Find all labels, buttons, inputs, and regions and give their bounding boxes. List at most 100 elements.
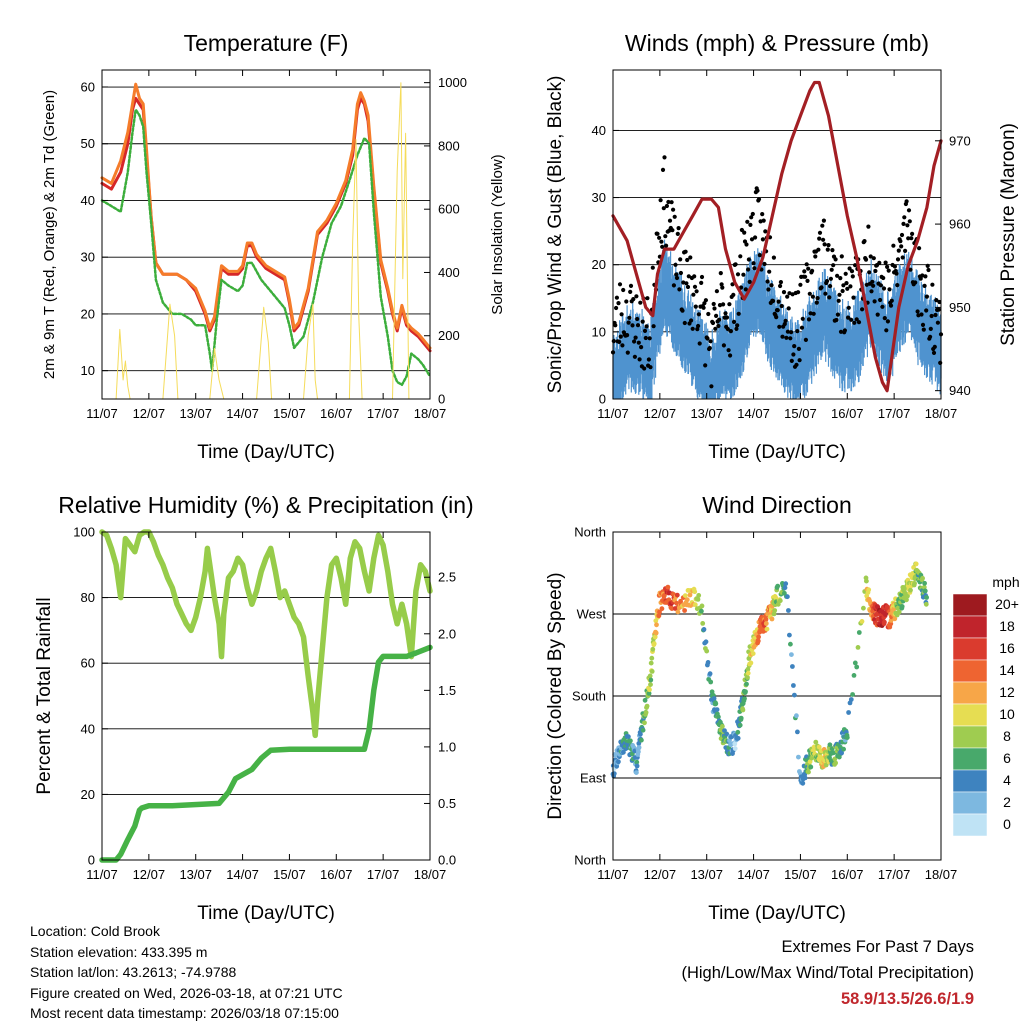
- direction-point: [788, 641, 793, 647]
- direction-point: [682, 608, 687, 613]
- gust-point: [796, 290, 801, 295]
- y-tick-label: 30: [592, 190, 606, 205]
- gust-point: [761, 218, 766, 223]
- direction-point: [621, 749, 626, 755]
- gust-point: [849, 317, 854, 322]
- colorbar-label: 8: [1003, 728, 1011, 744]
- gust-point: [611, 339, 616, 344]
- y-right-tick-label: 0.0: [438, 853, 456, 868]
- gust-point: [673, 262, 678, 267]
- gust-point: [674, 275, 680, 281]
- gust-point: [620, 343, 625, 348]
- colorbar-label: 0: [1003, 816, 1011, 832]
- gust-point: [844, 281, 849, 286]
- gust-point: [831, 263, 836, 268]
- gust-point: [869, 289, 874, 294]
- direction-point: [892, 616, 898, 622]
- gust-point: [746, 257, 752, 262]
- gust-point: [825, 247, 830, 252]
- gust-point: [661, 206, 666, 211]
- gust-point: [735, 272, 741, 277]
- x-tick-label: 11/07: [597, 867, 629, 882]
- direction-point: [665, 584, 671, 590]
- gust-point: [712, 306, 717, 311]
- gust-point: [671, 283, 677, 288]
- gust-point: [860, 307, 865, 312]
- colorbar-swatch: [952, 725, 988, 749]
- gust-point: [635, 323, 641, 328]
- x-tick-label: 12/07: [644, 867, 677, 882]
- colorbar-label: 6: [1003, 750, 1011, 766]
- direction-point: [789, 652, 794, 657]
- y-right-tick-label: 200: [438, 328, 460, 343]
- gust-point: [752, 266, 757, 271]
- y-right-tick-label: 0.5: [438, 796, 456, 811]
- gust-point: [659, 239, 664, 244]
- direction-point: [743, 689, 748, 694]
- x-tick-label: 15/07: [784, 406, 817, 421]
- gust-point: [792, 344, 797, 349]
- gust-point: [765, 279, 770, 284]
- colorbar-label: 16: [999, 640, 1015, 656]
- gust-point: [894, 271, 899, 276]
- colorbar-label: 20+: [995, 596, 1019, 612]
- gust-point: [655, 231, 660, 236]
- gust-point: [678, 257, 683, 262]
- x-tick-label: 12/07: [644, 406, 677, 421]
- extremes-summary: Extremes For Past 7 Days (High/Low/Max W…: [681, 934, 974, 1012]
- x-tick-label: 18/07: [925, 406, 958, 421]
- gust-point: [717, 317, 722, 322]
- gust-point: [866, 224, 871, 229]
- direction-point: [908, 587, 913, 593]
- x-tick-label: 14/07: [737, 867, 770, 882]
- y-tick-label: 60: [81, 656, 95, 671]
- gust-point: [923, 274, 928, 279]
- colorbar-swatch: [952, 791, 988, 815]
- direction-point: [896, 609, 902, 615]
- y-tick-label: 40: [81, 721, 95, 736]
- gust-point: [785, 329, 791, 334]
- direction-point: [738, 715, 744, 721]
- x-tick-label: 17/07: [878, 867, 911, 882]
- gust-point: [686, 274, 691, 279]
- gust-point: [882, 316, 887, 321]
- direction-point: [922, 588, 928, 594]
- gust-point: [733, 262, 738, 267]
- gust-point: [708, 339, 713, 344]
- gust-point: [762, 261, 767, 267]
- direction-point: [687, 592, 693, 598]
- direction-point: [692, 602, 698, 608]
- y-tick-label: 100: [73, 525, 95, 540]
- y-tick-label: 10: [592, 324, 606, 339]
- direction-point: [740, 707, 746, 713]
- gust-point: [905, 223, 910, 228]
- gust-point: [742, 230, 747, 235]
- direction-point: [912, 581, 917, 586]
- gust-point: [728, 329, 734, 334]
- gust-point: [734, 326, 739, 331]
- direction-point: [700, 621, 706, 626]
- colorbar-label: 12: [999, 684, 1015, 700]
- gust-point: [697, 341, 702, 346]
- gust-point: [756, 197, 762, 202]
- direction-point: [850, 692, 855, 697]
- gust-point: [664, 243, 669, 248]
- gust-point: [891, 243, 896, 248]
- direction-point: [854, 664, 860, 670]
- colorbar-swatch: [952, 813, 988, 837]
- gust-point: [783, 318, 788, 323]
- y-tick-label: West: [577, 607, 607, 622]
- gust-point: [924, 308, 929, 313]
- x-axis-label: Time (Day/UTC): [197, 903, 335, 924]
- gust-point: [669, 200, 674, 205]
- gust-point: [751, 261, 756, 266]
- direction-point: [777, 598, 783, 604]
- direction-point: [647, 687, 652, 693]
- gust-point: [823, 291, 828, 296]
- direction-point: [794, 713, 799, 719]
- direction-point: [772, 608, 778, 613]
- gust-point: [903, 248, 908, 253]
- direction-point: [899, 604, 905, 609]
- gust-point: [786, 306, 791, 311]
- gust-point: [888, 303, 894, 308]
